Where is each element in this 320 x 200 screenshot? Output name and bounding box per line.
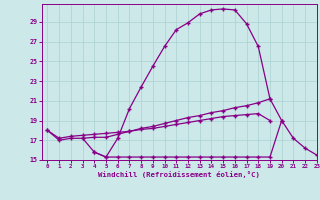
X-axis label: Windchill (Refroidissement éolien,°C): Windchill (Refroidissement éolien,°C) [98, 171, 260, 178]
